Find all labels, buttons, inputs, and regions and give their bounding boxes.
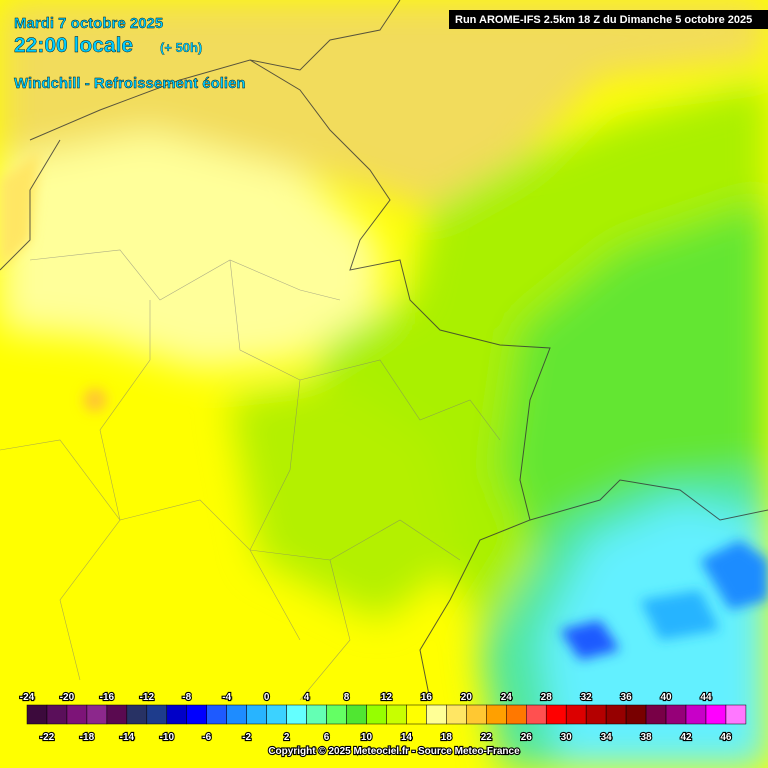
scale-label: 16 — [421, 692, 433, 703]
run-info: Run AROME-IFS 2.5km 18 Z du Dimanche 5 o… — [455, 14, 752, 26]
scale-label: 36 — [621, 692, 633, 703]
scale-label: -16 — [100, 692, 115, 703]
color-swatch — [66, 704, 88, 725]
scale-label: -12 — [140, 692, 155, 703]
color-swatch — [206, 704, 227, 725]
scale-label: 40 — [660, 692, 672, 703]
color-swatch — [366, 704, 387, 725]
color-swatch — [506, 704, 527, 725]
scale-label: -2 — [242, 732, 251, 743]
color-swatch — [86, 704, 108, 725]
scale-label: 22 — [481, 732, 493, 743]
scale-label: 42 — [680, 732, 692, 743]
scale-label: -18 — [80, 732, 95, 743]
scale-label: 14 — [401, 732, 413, 743]
scale-label: 28 — [541, 692, 553, 703]
scale-label: 24 — [501, 692, 513, 703]
color-swatch — [26, 704, 48, 725]
run-banner — [449, 10, 768, 29]
time: 22:00 locale — [14, 34, 133, 57]
color-swatch — [705, 704, 727, 725]
color-swatch — [346, 704, 367, 725]
color-swatch — [166, 704, 188, 725]
color-swatch — [246, 704, 267, 725]
scale-label: 26 — [521, 732, 533, 743]
color-swatch — [526, 704, 547, 725]
color-swatch — [725, 704, 747, 725]
scale-label: -14 — [120, 732, 135, 743]
parameter: Windchill - Refroissement éolien — [14, 75, 246, 92]
color-swatch — [326, 704, 347, 725]
color-swatch — [46, 704, 68, 725]
color-swatch — [665, 704, 687, 725]
scale-label: 12 — [381, 692, 393, 703]
color-swatch — [126, 704, 148, 725]
color-swatch — [645, 704, 667, 725]
color-swatch — [406, 704, 427, 725]
scale-label: 18 — [441, 732, 453, 743]
scale-label: 10 — [361, 732, 373, 743]
scale-label: 4 — [304, 692, 310, 703]
scale-label: -4 — [222, 692, 231, 703]
copyright: Copyright © 2025 Meteociel.fr - Source M… — [268, 746, 520, 757]
scale-label: -20 — [60, 692, 75, 703]
color-swatch — [605, 704, 627, 725]
scale-label: -8 — [182, 692, 191, 703]
scale-label: -22 — [40, 732, 55, 743]
borders — [0, 0, 768, 701]
color-swatch — [146, 704, 168, 725]
scale-label: 30 — [561, 732, 573, 743]
color-swatch — [386, 704, 407, 725]
scale-label: -6 — [202, 732, 211, 743]
date: Mardi 7 octobre 2025 — [14, 15, 163, 32]
color-scale: -24-22-20-18-16-14-12-10-8-6-4-202468101… — [19, 691, 747, 744]
color-swatch — [685, 704, 707, 725]
scale-label: 34 — [601, 732, 613, 743]
color-swatch — [226, 704, 247, 725]
color-swatch — [565, 704, 587, 725]
scale-label: -10 — [160, 732, 175, 743]
color-swatch — [585, 704, 607, 725]
color-swatch — [426, 704, 447, 725]
scale-label: 38 — [641, 732, 653, 743]
forecast-offset: (+ 50h) — [160, 40, 202, 55]
scale-label: 46 — [720, 732, 732, 743]
scale-label: 0 — [264, 692, 270, 703]
color-swatch — [625, 704, 647, 725]
color-swatch — [306, 704, 327, 725]
color-swatch — [486, 704, 507, 725]
scale-label: 6 — [324, 732, 330, 743]
scale-label: 2 — [284, 732, 290, 743]
scale-label: 8 — [344, 692, 350, 703]
color-swatch — [446, 704, 467, 725]
scale-label: 44 — [700, 692, 712, 703]
color-swatch — [186, 704, 207, 725]
scale-label: 32 — [581, 692, 593, 703]
color-swatch — [545, 704, 567, 725]
regional-borders — [0, 249, 501, 701]
scale-label: -24 — [20, 692, 35, 703]
color-swatch — [106, 704, 128, 725]
color-swatch — [286, 704, 307, 725]
color-swatch — [266, 704, 287, 725]
color-swatch — [466, 704, 487, 725]
scale-label: 20 — [461, 692, 473, 703]
